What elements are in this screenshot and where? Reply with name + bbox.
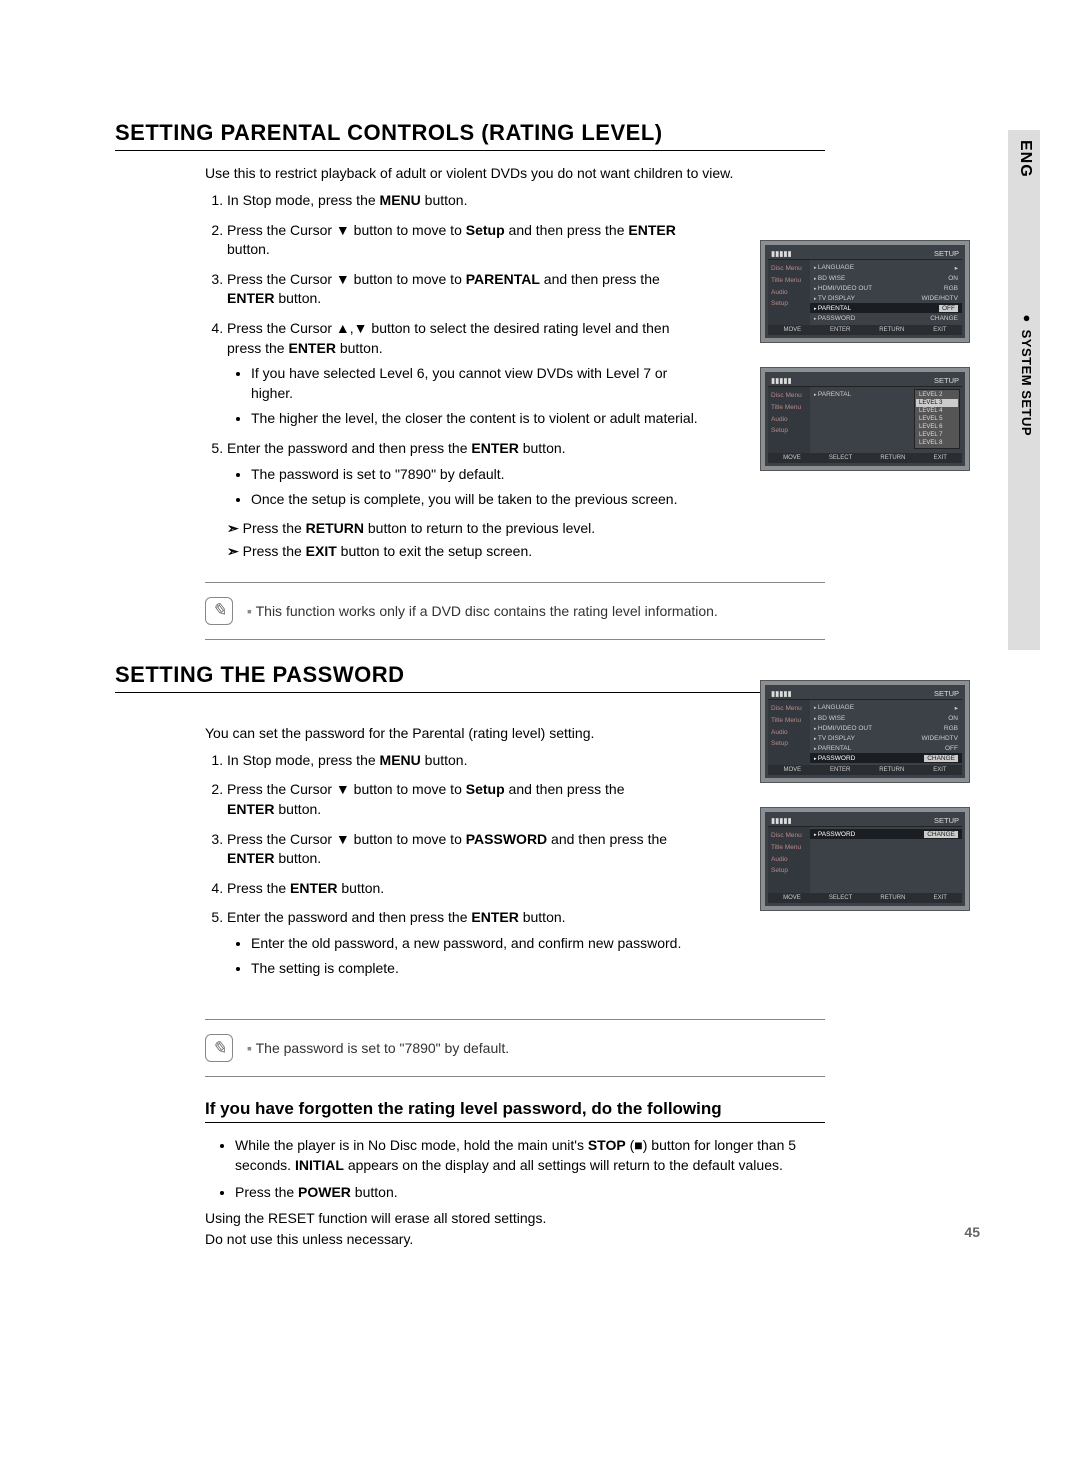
- step: Press the ENTER button.: [227, 879, 707, 899]
- sub-bullet: The setting is complete.: [251, 959, 707, 979]
- note-text: The password is set to "7890" by default…: [247, 1040, 509, 1056]
- step: Enter the password and then press the EN…: [227, 908, 707, 979]
- note-icon: ✎: [205, 597, 233, 625]
- forgot-tail-1: Using the RESET function will erase all …: [205, 1208, 825, 1229]
- sub-bullet: Enter the old password, a new password, …: [251, 934, 707, 954]
- forgot-heading: If you have forgotten the rating level p…: [205, 1099, 825, 1123]
- parental-extra: Press the RETURN button to return to the…: [205, 520, 825, 560]
- section-title-parental: SETTING PARENTAL CONTROLS (RATING LEVEL): [115, 120, 825, 151]
- note-text: This function works only if a DVD disc c…: [247, 603, 718, 619]
- note-icon: ✎: [205, 1034, 233, 1062]
- note-password: ✎ The password is set to "7890" by defau…: [205, 1019, 825, 1077]
- language-tag: ENG: [1016, 140, 1034, 178]
- osd-screenshot-password-change: ▮▮▮▮▮SETUP Disc MenuTitle Menu AudioSetu…: [760, 807, 970, 911]
- osd-screenshot-parental-menu: ▮▮▮▮▮SETUP Disc MenuTitle Menu AudioSetu…: [760, 240, 970, 343]
- section-title-password: SETTING THE PASSWORD: [115, 662, 825, 693]
- osd-screenshot-level-select: ▮▮▮▮▮SETUP Disc MenuTitle Menu AudioSetu…: [760, 367, 970, 471]
- step: Press the Cursor ▲,▼ button to select th…: [227, 319, 707, 429]
- step: In Stop mode, press the MENU button.: [227, 191, 707, 211]
- sub-bullet: The higher the level, the closer the con…: [251, 409, 707, 429]
- forgot-bullets: While the player is in No Disc mode, hol…: [225, 1135, 825, 1202]
- parental-intro: Use this to restrict playback of adult o…: [205, 165, 825, 181]
- arrow-item: Press the RETURN button to return to the…: [227, 520, 825, 537]
- step: Press the Cursor ▼ button to move to Set…: [227, 780, 707, 819]
- password-intro: You can set the password for the Parenta…: [205, 725, 825, 741]
- page-number: 45: [964, 1224, 980, 1240]
- step: Press the Cursor ▼ button to move to PAS…: [227, 830, 707, 869]
- step: Press the Cursor ▼ button to move to Set…: [227, 221, 707, 260]
- sub-bullet: The password is set to "7890" by default…: [251, 465, 707, 485]
- forgot-tail-2: Do not use this unless necessary.: [205, 1229, 825, 1250]
- sub-bullet: Once the setup is complete, you will be …: [251, 490, 707, 510]
- password-steps: In Stop mode, press the MENU button. Pre…: [205, 751, 825, 979]
- bullet: Press the POWER button.: [235, 1182, 825, 1202]
- step: In Stop mode, press the MENU button.: [227, 751, 707, 771]
- section-tag: SYSTEM SETUP: [1019, 310, 1034, 436]
- note-parental: ✎ This function works only if a DVD disc…: [205, 582, 825, 640]
- sub-bullet: If you have selected Level 6, you cannot…: [251, 364, 707, 403]
- step: Enter the password and then press the EN…: [227, 439, 707, 510]
- parental-steps: In Stop mode, press the MENU button. Pre…: [205, 191, 825, 510]
- bullet: While the player is in No Disc mode, hol…: [235, 1135, 825, 1176]
- arrow-item: Press the EXIT button to exit the setup …: [227, 543, 825, 560]
- step: Press the Cursor ▼ button to move to PAR…: [227, 270, 707, 309]
- osd-screenshot-password-menu: ▮▮▮▮▮SETUP Disc MenuTitle Menu AudioSetu…: [760, 680, 970, 783]
